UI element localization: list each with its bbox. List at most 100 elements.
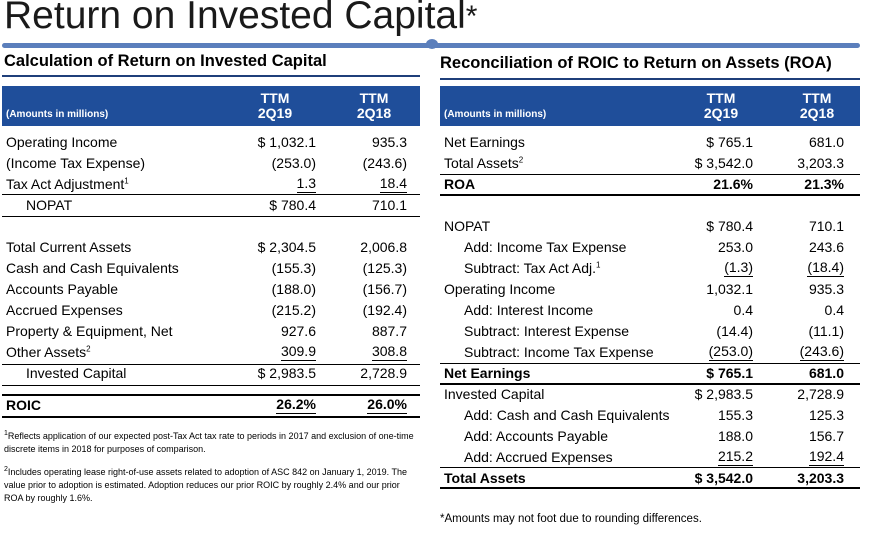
row-label: Accrued Expenses: [6, 302, 123, 318]
value-current: 1.3: [296, 175, 316, 193]
row-label: Net Earnings: [444, 365, 531, 381]
row-label: Tax Act Adjustment1: [6, 176, 129, 192]
footnote-marker: 2: [4, 466, 8, 473]
value-prior: 681.0: [808, 134, 844, 150]
footnote-marker: 1: [4, 430, 8, 437]
value-current: $ 780.4: [269, 197, 316, 213]
value-current: 1,032.1: [706, 281, 753, 297]
value-prior: 2,728.9: [797, 386, 844, 402]
row-label: Add: Income Tax Expense: [464, 239, 627, 255]
table-row: Accrued Expenses (215.2) (192.4): [2, 300, 420, 321]
value-prior: 26.0%: [367, 396, 407, 414]
row-divider: [440, 383, 860, 385]
value-current: 0.4: [733, 302, 753, 318]
row-divider: [2, 364, 420, 365]
value-prior: 935.3: [371, 134, 407, 150]
value-current: 309.9: [280, 343, 316, 361]
col-header-2q19: TTM 2Q19: [696, 91, 746, 121]
value-prior: 0.4: [824, 302, 844, 318]
table-row: Add: Accrued Expenses 215.2 192.4: [440, 447, 860, 468]
row-label: Total Assets2: [444, 155, 524, 171]
table-row: Total Assets $ 3,542.0 3,203.3: [440, 468, 860, 489]
row-label: Invested Capital: [26, 365, 127, 381]
row-label: Accounts Payable: [6, 281, 119, 297]
table-row: (Income Tax Expense) (253.0) (243.6): [2, 153, 420, 174]
row-label: Add: Accrued Expenses: [464, 449, 613, 465]
value-current: $ 3,542.0: [694, 155, 753, 171]
row-label: Other Assets2: [6, 344, 91, 360]
col-header-period: 2Q19: [257, 105, 293, 121]
value-current: $ 780.4: [706, 218, 753, 234]
col-header-ttm: TTM: [802, 90, 832, 106]
table-row: Add: Cash and Cash Equivalents 155.3 125.3: [440, 405, 860, 426]
table-row: Operating Income $ 1,032.1 935.3: [2, 132, 420, 153]
table-row: Operating Income 1,032.1 935.3: [440, 279, 860, 300]
row-label: Add: Cash and Cash Equivalents: [464, 407, 670, 423]
value-current: $ 765.1: [706, 134, 753, 150]
table-row: Cash and Cash Equivalents (155.3) (125.3): [2, 258, 420, 279]
row-divider: [2, 216, 420, 217]
footnote-text: Reflects application of our expected pos…: [4, 431, 414, 454]
value-current: $ 2,304.5: [257, 239, 316, 255]
value-prior: 243.6: [808, 239, 844, 255]
value-current: (155.3): [271, 260, 316, 276]
row-label: Add: Interest Income: [464, 302, 594, 318]
value-prior: (18.4): [807, 259, 844, 277]
row-divider: [440, 194, 860, 196]
roa-section-rule: [440, 78, 860, 80]
title-asterisk: *: [465, 0, 478, 33]
value-current: 155.3: [717, 407, 753, 423]
title-divider: [2, 39, 860, 49]
row-label: Cash and Cash Equivalents: [6, 260, 179, 276]
row-label: Total Current Assets: [6, 239, 132, 255]
page-title-text: Return on Invested Capital: [4, 0, 466, 37]
value-current: (14.4): [716, 323, 753, 339]
row-label: NOPAT: [444, 218, 491, 234]
value-current: 26.2%: [276, 396, 316, 414]
col-header-2q18: TTM 2Q18: [792, 91, 842, 121]
col-header-period: 2Q18: [799, 105, 835, 121]
roic-section-title: Calculation of Return on Invested Capita…: [4, 52, 327, 70]
value-prior: 21.3%: [804, 176, 844, 192]
footnote-text: Includes operating lease right-of-use as…: [4, 467, 407, 503]
value-prior: 3,203.3: [797, 470, 844, 486]
value-current: $ 2,983.5: [694, 386, 753, 402]
value-prior: (156.7): [362, 281, 407, 297]
value-current: $ 765.1: [706, 365, 753, 381]
col-header-ttm: TTM: [260, 90, 290, 106]
row-divider: [2, 394, 420, 396]
value-prior: 125.3: [808, 407, 844, 423]
footnote-marker: 1: [596, 260, 601, 270]
row-label: Property & Equipment, Net: [6, 323, 173, 339]
value-current: 927.6: [280, 323, 316, 339]
row-label: Total Assets: [444, 470, 526, 486]
value-prior: (11.1): [808, 323, 844, 339]
row-label: Add: Accounts Payable: [464, 428, 608, 444]
col-header-period: 2Q18: [356, 105, 392, 121]
col-header-ttm: TTM: [359, 90, 389, 106]
value-current: (253.0): [271, 155, 316, 171]
value-current: 215.2: [717, 448, 753, 466]
amounts-label: (Amounts in millions): [444, 109, 547, 120]
row-label: Subtract: Tax Act Adj.1: [464, 260, 601, 276]
row-label: NOPAT: [26, 197, 73, 213]
table-row: Add: Accounts Payable 188.0 156.7: [440, 426, 860, 447]
value-current: $ 3,542.0: [694, 470, 753, 486]
table-row: Subtract: Interest Expense (14.4) (11.1): [440, 321, 860, 342]
value-prior: 935.3: [808, 281, 844, 297]
value-prior: (192.4): [362, 302, 407, 318]
value-current: 21.6%: [713, 176, 753, 192]
table-row: Subtract: Income Tax Expense (253.0) (243.…: [440, 342, 860, 363]
value-prior: 308.8: [371, 343, 407, 361]
rounding-note: *Amounts may not foot due to rounding di…: [440, 513, 702, 525]
value-prior: 710.1: [808, 218, 844, 234]
value-prior: 156.7: [808, 428, 844, 444]
value-prior: (243.6): [799, 343, 844, 361]
table-row: Total Assets2 $ 3,542.0 3,203.3: [440, 153, 860, 174]
row-label: Subtract: Income Tax Expense: [464, 344, 654, 360]
value-current: (1.3): [724, 259, 753, 277]
row-label: ROIC: [6, 397, 41, 413]
roic-section-rule: [2, 75, 420, 77]
row-label: Net Earnings: [444, 134, 525, 150]
value-prior: 2,006.8: [360, 239, 407, 255]
